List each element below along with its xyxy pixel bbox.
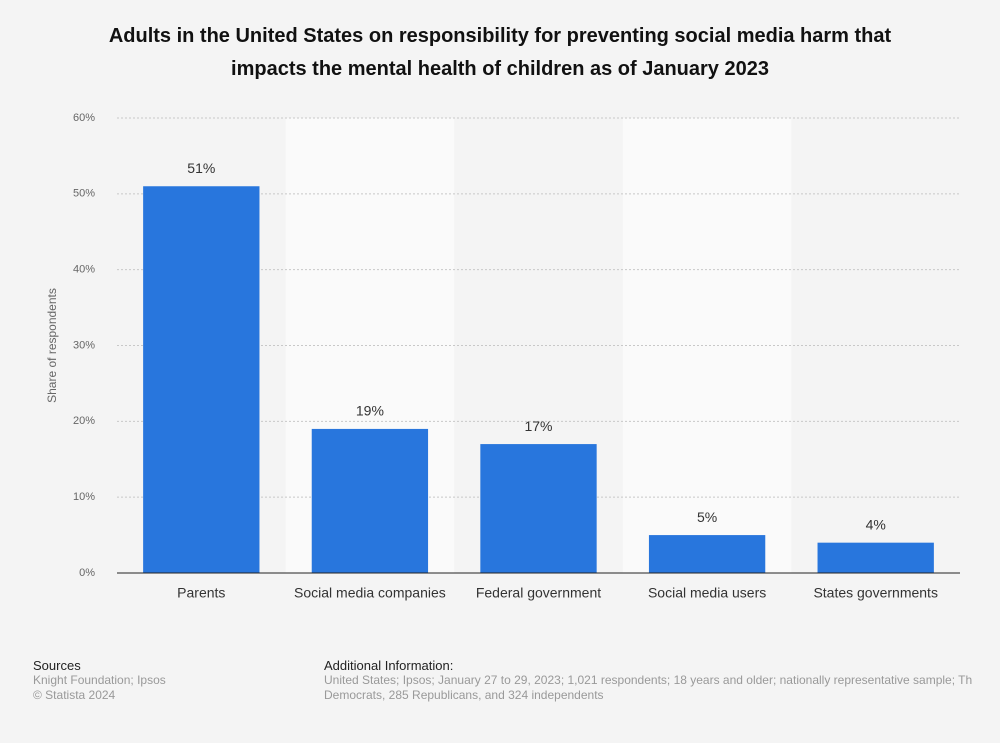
- data-label: 4%: [866, 516, 886, 532]
- bar: [648, 535, 766, 573]
- data-label: 19%: [356, 403, 384, 419]
- source-line: © Statista 2024: [33, 688, 116, 702]
- y-tick-label: 30%: [73, 339, 95, 351]
- info-line: Democrats, 285 Republicans, and 324 inde…: [324, 688, 604, 702]
- data-label: 51%: [187, 160, 215, 176]
- y-tick-label: 0%: [79, 567, 95, 579]
- x-tick-label: Social media users: [648, 585, 766, 601]
- data-label: 5%: [697, 509, 717, 525]
- chart: 0% 10% 20% 30% 40% 50% 60% Share of respondents…: [45, 112, 960, 601]
- sources: Sources Knight Foundation; Ipsos © Stati…: [33, 658, 166, 703]
- additional-info: Additional Information: United States; I…: [324, 658, 1000, 703]
- chart-title: Adults in the United States on responsib…: [108, 25, 892, 80]
- y-tick-label: 60%: [73, 112, 95, 124]
- bar: [480, 444, 597, 573]
- y-tick-label: 20%: [73, 415, 95, 427]
- y-tick-label: 50%: [73, 188, 95, 200]
- y-tick-label: 10%: [73, 491, 95, 503]
- x-tick-label: Parents: [177, 585, 225, 601]
- data-label: 17%: [524, 418, 552, 434]
- info-line: United States; Ipsos; January 27 to 29, …: [324, 673, 973, 687]
- bar: [817, 542, 934, 573]
- sources-title: Sources: [33, 658, 81, 673]
- y-axis-label: Share of respondents: [45, 288, 59, 403]
- x-tick-label: Social media companies: [294, 585, 446, 601]
- y-tick-label: 40%: [73, 264, 95, 276]
- x-tick-label: States governments: [813, 585, 938, 601]
- info-title: Additional Information:: [324, 658, 454, 673]
- bar: [143, 186, 260, 573]
- bar: [311, 428, 429, 573]
- x-tick-label: Federal government: [476, 585, 601, 601]
- source-line: Knight Foundation; Ipsos: [33, 673, 166, 687]
